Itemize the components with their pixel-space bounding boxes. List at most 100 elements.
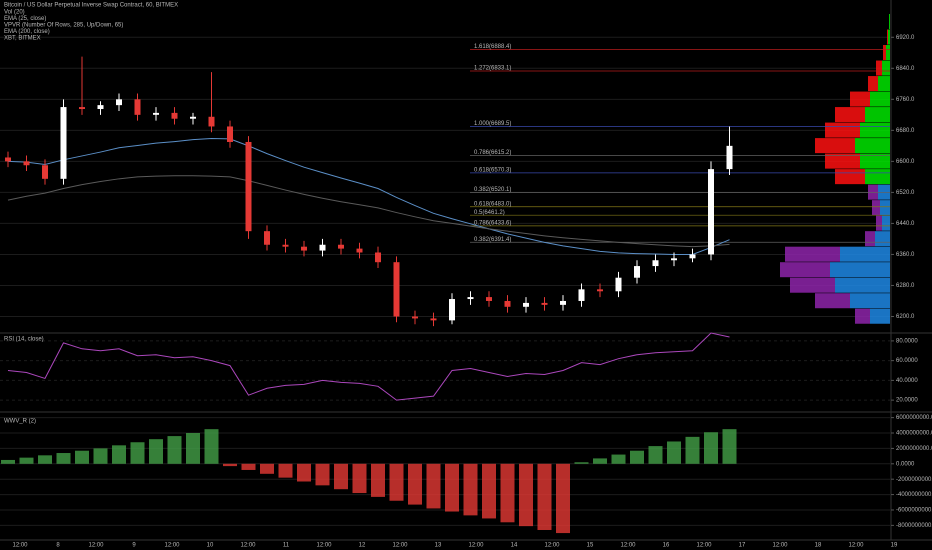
vpvr-up bbox=[870, 308, 890, 324]
vpvr-up bbox=[888, 29, 890, 45]
candle-body bbox=[541, 302, 548, 305]
x-tick-label: 16 bbox=[663, 543, 670, 549]
y-tick-label: 6360.0 bbox=[896, 252, 915, 258]
vpvr-down bbox=[883, 45, 886, 61]
vpvr-down bbox=[855, 308, 870, 324]
ema-line bbox=[7, 175, 730, 248]
x-tick-label: 12:00 bbox=[848, 543, 864, 549]
candle-body bbox=[412, 316, 418, 319]
bar bbox=[75, 450, 89, 464]
bar bbox=[186, 433, 200, 464]
bar bbox=[352, 463, 367, 494]
vpvr-up bbox=[875, 231, 890, 247]
bar bbox=[482, 463, 496, 519]
indicator-label: EMA (200, close) bbox=[4, 29, 50, 35]
vpvr-up bbox=[830, 262, 890, 278]
candle-body bbox=[356, 248, 363, 253]
x-tick-label: 12:00 bbox=[12, 543, 28, 549]
bar bbox=[704, 432, 718, 464]
x-tick-label: 17 bbox=[739, 543, 746, 549]
vpvr-up bbox=[835, 277, 890, 293]
candle-body bbox=[301, 246, 307, 251]
candle-body bbox=[245, 141, 252, 232]
candle-body bbox=[652, 260, 659, 267]
x-tick-label: 18 bbox=[815, 543, 822, 549]
vpvr-up bbox=[850, 293, 890, 309]
vpvr-down bbox=[868, 76, 878, 92]
x-tick-label: 12:00 bbox=[240, 543, 256, 549]
candle-body bbox=[190, 116, 196, 119]
bar bbox=[537, 463, 552, 530]
candle-body bbox=[116, 99, 122, 106]
fib-label: 0.618(6483.0) bbox=[474, 201, 511, 207]
y-tick-label: 0.0000 bbox=[896, 461, 915, 467]
y-tick-label: 40.0000 bbox=[896, 378, 918, 384]
x-tick-label: 12:00 bbox=[772, 543, 788, 549]
y-tick-label: 6680.0 bbox=[896, 128, 915, 134]
x-tick-label: 12:00 bbox=[392, 543, 408, 549]
y-tick-label: 6520.0 bbox=[896, 190, 915, 196]
candle-body bbox=[578, 289, 585, 301]
vpvr-down bbox=[872, 200, 880, 216]
bar bbox=[667, 441, 681, 464]
candle-body bbox=[208, 116, 215, 127]
x-tick-label: 19 bbox=[891, 543, 898, 549]
y-tick-label: 6280.0 bbox=[896, 283, 915, 289]
candle-body bbox=[671, 258, 677, 261]
bar bbox=[167, 436, 182, 464]
vpvr-down bbox=[790, 277, 835, 293]
y-tick-label: 6000000000.0000 bbox=[896, 415, 932, 421]
candle-body bbox=[375, 252, 381, 263]
panel-title: WWV_R (2) bbox=[4, 419, 36, 425]
x-tick-label: 12 bbox=[359, 543, 366, 549]
y-tick-label: -6000000000.0000 bbox=[896, 508, 932, 514]
bar bbox=[685, 436, 700, 464]
bar bbox=[278, 463, 293, 478]
fib-label: 0.5(6461.2) bbox=[474, 210, 505, 216]
bar bbox=[56, 453, 71, 464]
x-tick-label: 15 bbox=[587, 543, 594, 549]
bar bbox=[408, 463, 422, 505]
bar bbox=[519, 463, 533, 527]
y-tick-label: 20.0000 bbox=[896, 398, 918, 404]
indicator-label: VPVR (Number Of Rows, 285, Up/Down, 65) bbox=[4, 23, 123, 29]
vpvr-down bbox=[785, 246, 840, 262]
candle-body bbox=[282, 244, 289, 247]
x-tick-label: 12:00 bbox=[88, 543, 104, 549]
bar bbox=[38, 455, 52, 464]
candle-body bbox=[97, 105, 104, 110]
y-tick-label: -4000000000.0000 bbox=[896, 492, 932, 498]
candle-body bbox=[60, 107, 67, 179]
vpvr-up bbox=[882, 215, 890, 231]
candle-body bbox=[319, 244, 326, 251]
rsi-line bbox=[7, 332, 730, 401]
candle-body bbox=[23, 161, 30, 166]
vpvr-down bbox=[850, 91, 870, 107]
x-tick-label: 8 bbox=[56, 543, 60, 549]
candle-body bbox=[79, 107, 85, 110]
candle-body bbox=[560, 300, 566, 305]
chart-title: Bitcoin / US Dollar Perpetual Inverse Sw… bbox=[4, 3, 178, 9]
candle-body bbox=[430, 318, 437, 321]
candle-body bbox=[5, 157, 11, 162]
x-tick-label: 12:00 bbox=[696, 543, 712, 549]
x-tick-label: 12:00 bbox=[544, 543, 560, 549]
indicator-label: EMA (25, close) bbox=[4, 16, 46, 22]
vpvr-down bbox=[825, 122, 860, 138]
x-tick-label: 11 bbox=[283, 543, 290, 549]
bar bbox=[112, 445, 126, 464]
candle-body bbox=[486, 297, 492, 301]
indicator-label: XBT, BITMEX bbox=[4, 36, 41, 42]
bar bbox=[297, 463, 311, 482]
fib-label: 0.786(6433.6) bbox=[474, 220, 511, 226]
bar bbox=[19, 457, 34, 464]
x-tick-label: 9 bbox=[132, 543, 136, 549]
bar bbox=[260, 463, 274, 474]
x-tick-label: 12:00 bbox=[468, 543, 484, 549]
bar bbox=[574, 462, 589, 464]
fib-label: 0.382(6391.4) bbox=[474, 237, 511, 243]
y-tick-label: 80.0000 bbox=[896, 338, 918, 344]
x-tick-label: 12:00 bbox=[620, 543, 636, 549]
vpvr-down bbox=[876, 215, 882, 231]
